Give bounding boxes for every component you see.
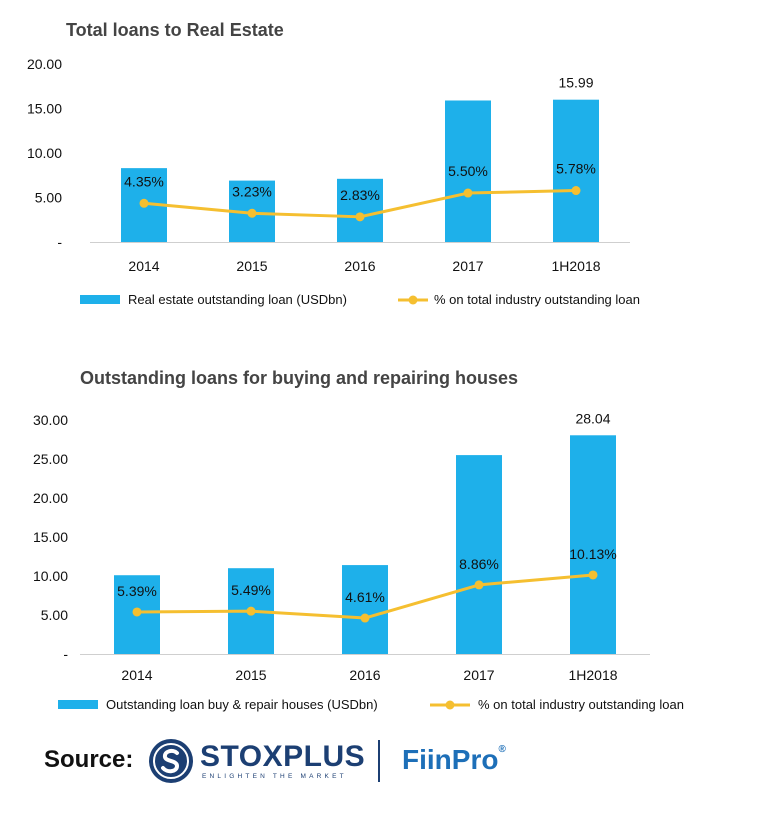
y-tick-label: 10.00 xyxy=(27,145,62,161)
line-value-label: 5.50% xyxy=(448,163,488,179)
legend-line-marker xyxy=(445,700,455,710)
bar xyxy=(342,565,388,654)
legend-line-label: % on total industry outstanding loan xyxy=(434,292,640,307)
line-point xyxy=(463,188,473,198)
line-point xyxy=(132,607,142,617)
bar xyxy=(445,100,491,243)
y-tick-label: 20.00 xyxy=(27,56,62,72)
x-category-label: 2015 xyxy=(236,258,267,274)
x-category-label: 1H2018 xyxy=(568,667,617,683)
line-value-label: 3.23% xyxy=(232,183,272,199)
y-tick-label: - xyxy=(63,646,68,662)
line-point xyxy=(246,606,256,616)
x-category-label: 2014 xyxy=(128,258,159,274)
x-category-label: 2016 xyxy=(344,258,375,274)
line-value-label: 8.86% xyxy=(459,556,499,572)
stoxplus-logo-icon xyxy=(149,739,193,783)
line-value-label: 4.61% xyxy=(345,589,385,605)
chart2-title: Outstanding loans for buying and repairi… xyxy=(80,368,519,388)
line-value-label: 5.39% xyxy=(117,583,157,599)
chart1-title: Total loans to Real Estate xyxy=(66,20,284,40)
y-tick-label: - xyxy=(57,234,62,250)
line-point xyxy=(360,613,370,623)
y-tick-label: 5.00 xyxy=(35,190,62,206)
line-point xyxy=(474,580,484,590)
x-category-label: 1H2018 xyxy=(551,258,600,274)
legend-bar-swatch xyxy=(80,295,120,304)
line-value-label: 10.13% xyxy=(569,546,616,562)
y-tick-label: 5.00 xyxy=(41,607,68,623)
x-category-label: 2015 xyxy=(235,667,266,683)
bar xyxy=(456,455,502,654)
line-value-label: 5.78% xyxy=(556,161,596,177)
y-tick-label: 15.00 xyxy=(27,101,62,117)
bar-value-label: 28.04 xyxy=(575,410,610,426)
x-category-label: 2016 xyxy=(349,667,380,683)
fiinpro-logo: FiinPro® xyxy=(402,744,506,776)
legend-bar-label: Outstanding loan buy & repair houses (US… xyxy=(106,697,378,712)
x-category-label: 2014 xyxy=(121,667,152,683)
legend-bar-swatch xyxy=(58,700,98,709)
line-point xyxy=(588,570,598,580)
y-tick-label: 10.00 xyxy=(33,568,68,584)
legend-bar-label: Real estate outstanding loan (USDbn) xyxy=(128,292,347,307)
fiinpro-name: FiinPro xyxy=(402,744,499,775)
legend-line-marker xyxy=(408,295,418,305)
y-tick-label: 30.00 xyxy=(33,412,68,428)
source-divider xyxy=(378,740,380,782)
x-category-label: 2017 xyxy=(452,258,483,274)
bar xyxy=(553,99,599,243)
line-value-label: 2.83% xyxy=(340,187,380,203)
chart1-svg: - 5.00 10.00 15.00 20.00 15.99 2014 2015 2016 201… xyxy=(27,56,640,307)
source-label: Source: xyxy=(44,746,134,773)
legend-line-label: % on total industry outstanding loan xyxy=(478,697,684,712)
source-row: Source: STOXPLUS ENLIGHTEN THE MARKET Fi… xyxy=(44,738,564,784)
bar xyxy=(337,178,383,242)
fiinpro-registered-mark: ® xyxy=(498,744,506,755)
line-point xyxy=(139,198,149,208)
line-value-label: 4.35% xyxy=(124,173,164,189)
line-point xyxy=(571,186,581,196)
bar xyxy=(570,435,616,654)
line-value-label: 5.49% xyxy=(231,582,271,598)
chart2-svg: - 5.00 10.00 15.00 20.00 25.00 30.00 28.04 2014 2… xyxy=(33,410,684,712)
bar-value-label: 15.99 xyxy=(558,75,593,91)
x-category-label: 2017 xyxy=(463,667,494,683)
line-point xyxy=(247,208,257,218)
line-point xyxy=(355,212,365,222)
stoxplus-name: STOXPLUS xyxy=(200,740,366,773)
y-tick-label: 20.00 xyxy=(33,490,68,506)
y-tick-label: 15.00 xyxy=(33,529,68,545)
y-tick-label: 25.00 xyxy=(33,451,68,467)
stoxplus-tagline: ENLIGHTEN THE MARKET xyxy=(202,773,347,780)
